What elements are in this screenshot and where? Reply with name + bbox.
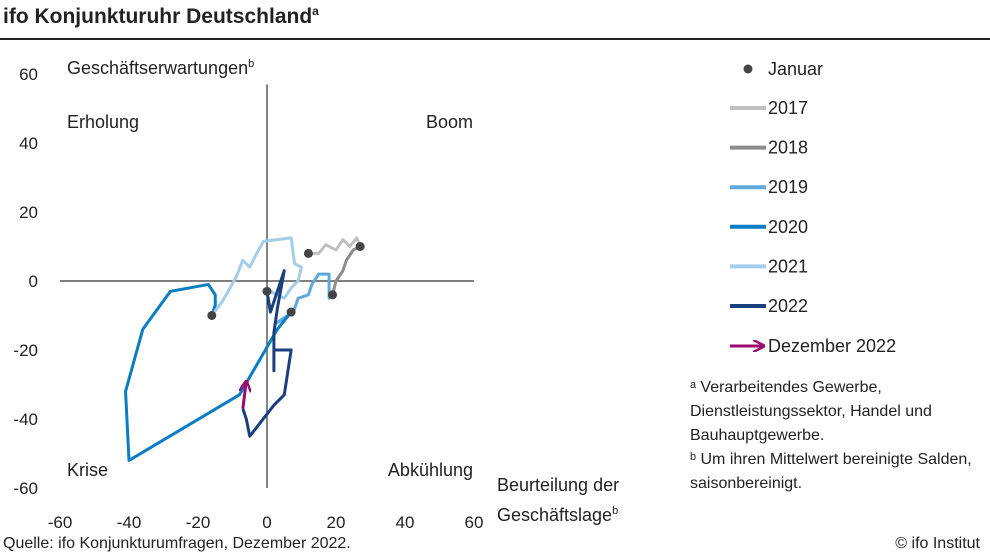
x-tick-label: 0 xyxy=(262,513,271,532)
chart-title: ifo Konjunkturuhr Deutschlanda xyxy=(3,4,319,28)
quadrant-krise: Krise xyxy=(67,460,108,480)
legend-2021-label: 2021 xyxy=(768,256,808,276)
series-2022-line xyxy=(241,269,293,438)
x-tick-label: 40 xyxy=(396,513,415,532)
y-axis-label: Geschäftserwartungenb xyxy=(67,58,254,78)
x-axis-label-line2: Geschäftslageb xyxy=(497,505,618,525)
december-2022-arrow xyxy=(243,381,246,409)
legend-2017-label: 2017 xyxy=(768,98,808,118)
copyright: © ifo Institut xyxy=(895,535,980,552)
y-tick-label: -60 xyxy=(13,479,38,498)
x-tick-label: -20 xyxy=(186,513,211,532)
y-tick-label: 0 xyxy=(29,272,38,291)
x-tick-label: -40 xyxy=(117,513,142,532)
series-2021-line xyxy=(210,236,303,317)
quadrant-abkuehlung: Abkühlung xyxy=(388,460,473,480)
series-2019-line xyxy=(275,272,334,324)
y-tick-label: 20 xyxy=(19,203,38,222)
january-marker xyxy=(207,311,217,320)
quadrant-erholung: Erholung xyxy=(67,112,139,132)
x-tick-label: -60 xyxy=(48,513,73,532)
legend-december-2022-label: Dezember 2022 xyxy=(768,336,896,356)
y-tick-label: -40 xyxy=(13,410,38,429)
x-tick-label: 60 xyxy=(465,513,484,532)
legend-2020-label: 2020 xyxy=(768,217,808,237)
january-marker xyxy=(286,307,296,317)
legend-january-label: Januar xyxy=(768,59,823,79)
series-2018-line xyxy=(331,245,361,296)
legend-2019-label: 2019 xyxy=(768,177,808,197)
legend-january-marker xyxy=(743,64,753,74)
y-tick-label: 60 xyxy=(19,65,38,84)
y-tick-label: -20 xyxy=(13,341,38,360)
title-rule xyxy=(0,38,990,40)
series-2017-line xyxy=(308,236,362,255)
january-marker xyxy=(303,248,313,258)
legend-2018-label: 2018 xyxy=(768,138,808,158)
series-2020-line xyxy=(124,282,293,462)
x-tick-label: 20 xyxy=(327,513,346,532)
footnote-b: ᵇ Um ihren Mittelwert bereinigte Salden,… xyxy=(690,451,972,492)
footnote-a: ᵃ Verarbeitendes Gewerbe, Dienstleistung… xyxy=(690,379,932,444)
quadrant-boom: Boom xyxy=(426,112,473,132)
legend-2022-label: 2022 xyxy=(768,296,808,316)
january-marker xyxy=(328,290,338,300)
footnotes: ᵃ Verarbeitendes Gewerbe, Dienstleistung… xyxy=(690,376,990,496)
x-axis-label-line1: Beurteilung der xyxy=(497,475,619,495)
january-marker xyxy=(262,286,272,296)
january-marker xyxy=(355,242,365,251)
source: Quelle: ifo Konjunkturumfragen, Dezember… xyxy=(3,535,351,552)
y-tick-label: 40 xyxy=(19,134,38,153)
